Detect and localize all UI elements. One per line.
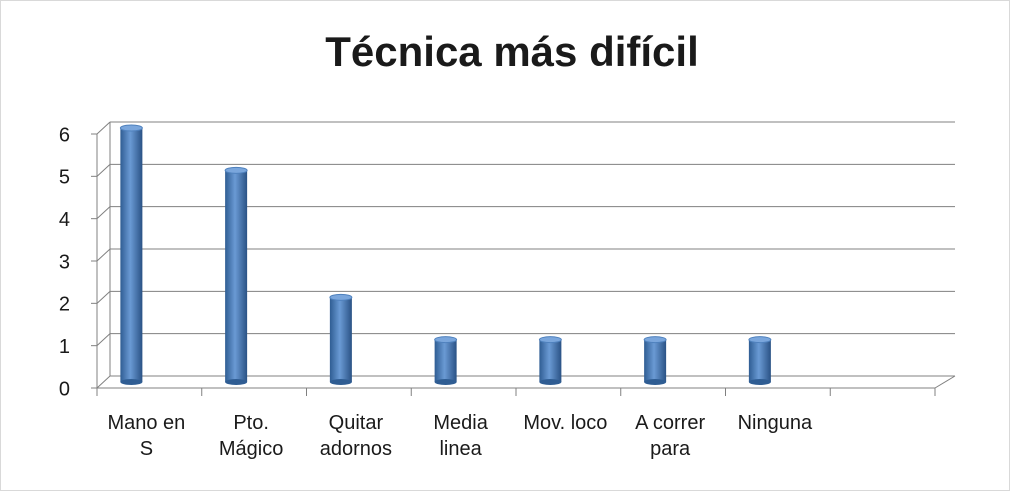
y-tick-label: 6 <box>59 124 70 146</box>
bar <box>538 336 562 385</box>
bar-top <box>119 124 143 132</box>
x-tick-label: A correr para <box>635 412 705 460</box>
bar-body <box>120 128 143 382</box>
bar-bottom <box>329 379 352 385</box>
depth-line <box>96 290 111 304</box>
bar-body <box>748 339 771 382</box>
bar <box>643 336 667 385</box>
bar-top <box>224 166 248 174</box>
bar-top <box>748 336 772 344</box>
bar <box>224 166 248 385</box>
x-tick-label: Pto. Mágico <box>219 412 283 460</box>
bar <box>329 293 353 385</box>
bar-bottom <box>225 379 248 385</box>
bar-bottom <box>120 379 143 385</box>
axis-line <box>934 375 956 389</box>
bar-body <box>329 297 352 382</box>
x-tick-label: Mano en S <box>107 412 185 460</box>
y-tick-label: 4 <box>59 209 70 231</box>
x-tick-label: Media linea <box>433 412 488 460</box>
bar-body <box>539 339 562 382</box>
depth-line <box>96 206 111 220</box>
bar-bottom <box>434 379 457 385</box>
depth-line <box>96 333 111 347</box>
y-tick-label: 2 <box>59 294 70 316</box>
y-tick-label: 5 <box>59 167 70 189</box>
y-tick-label: 3 <box>59 251 70 273</box>
x-tick-label: Ninguna <box>738 412 813 434</box>
depth-line <box>96 248 111 262</box>
bar-bottom <box>539 379 562 385</box>
bar <box>434 336 458 385</box>
bar-bottom <box>748 379 771 385</box>
bar-top <box>434 336 458 344</box>
bar <box>748 336 772 385</box>
depth-line <box>96 121 111 135</box>
depth-line <box>96 375 111 389</box>
x-tick-label: Quitar adornos <box>320 412 392 460</box>
chart-title: Técnica más difícil <box>325 28 699 75</box>
bar-top <box>538 336 562 344</box>
bar-top <box>329 293 353 301</box>
x-tick-label: Mov. loco <box>523 412 607 434</box>
bar <box>119 124 143 385</box>
y-tick-label: 0 <box>59 378 70 400</box>
bar-top <box>643 336 667 344</box>
bar-body <box>644 339 667 382</box>
bar-body <box>225 170 248 382</box>
y-tick-label: 1 <box>59 336 70 358</box>
bar-bottom <box>644 379 667 385</box>
bar-body <box>434 339 457 382</box>
depth-line <box>96 163 111 177</box>
